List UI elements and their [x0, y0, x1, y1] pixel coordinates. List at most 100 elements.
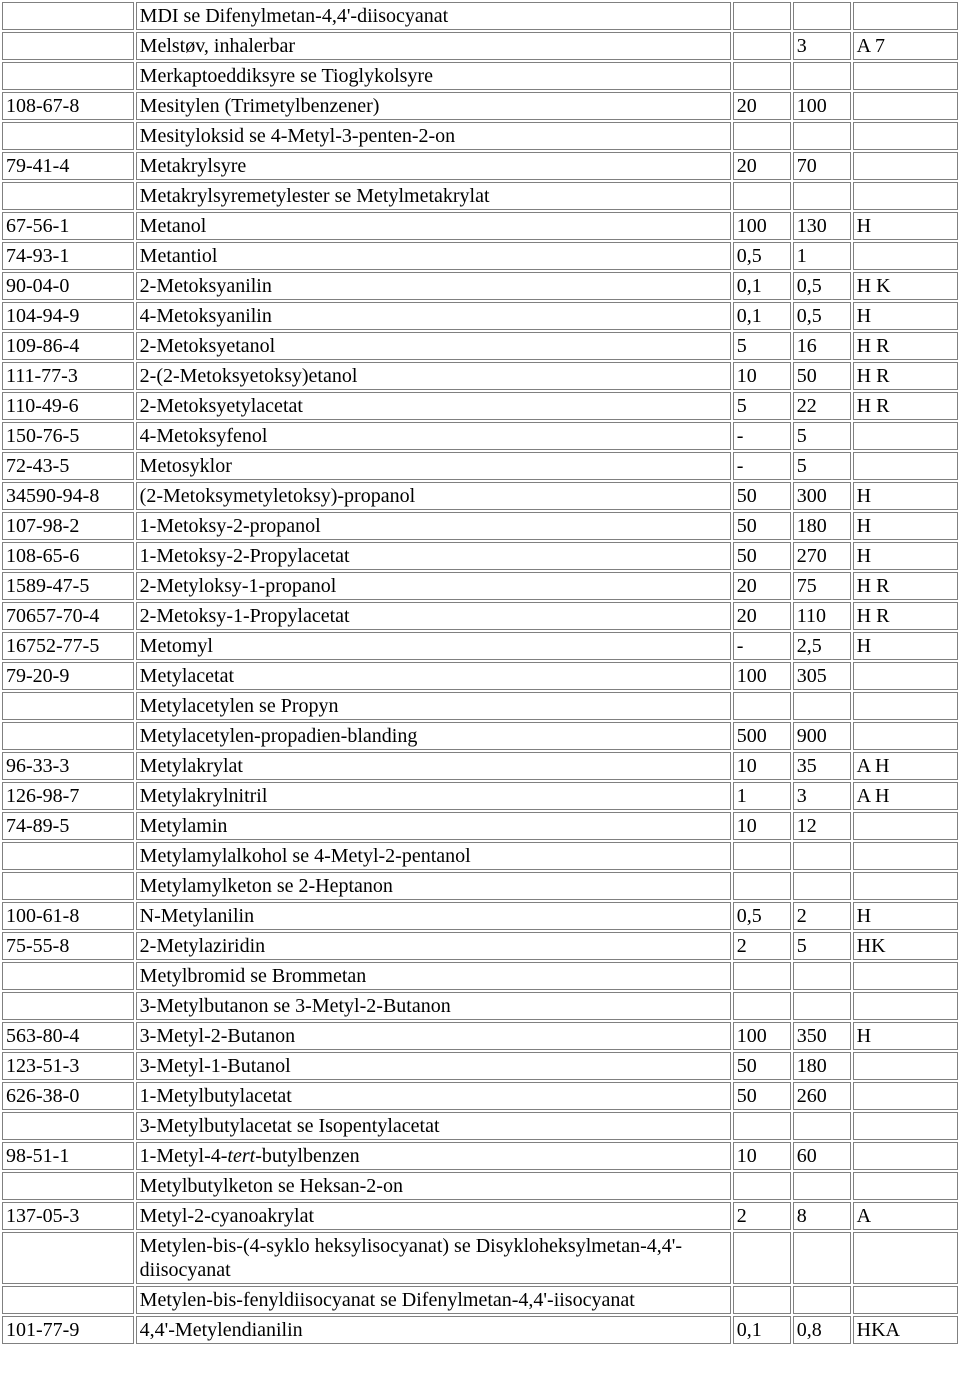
cell-v2: 16 [793, 332, 851, 360]
cell-v2: 5 [793, 422, 851, 450]
cell-v2 [793, 1286, 851, 1314]
cell-name: 2-Metoksyetanol [136, 332, 731, 360]
cell-name: 2-Metyloksy-1-propanol [136, 572, 731, 600]
cell-note [853, 1142, 958, 1170]
cell-v2 [793, 2, 851, 30]
cell-name: 1-Metoksy-2-Propylacetat [136, 542, 731, 570]
table-row: 104-94-94-Metoksyanilin0,10,5H [2, 302, 958, 330]
cell-note: H R [853, 392, 958, 420]
table-row: 150-76-54-Metoksyfenol-5 [2, 422, 958, 450]
cell-cas [2, 842, 134, 870]
table-row: 563-80-43-Metyl-2-Butanon100350H [2, 1022, 958, 1050]
cell-cas: 16752-77-5 [2, 632, 134, 660]
cell-v1: 20 [733, 572, 791, 600]
cell-cas: 100-61-8 [2, 902, 134, 930]
cell-v1: 50 [733, 512, 791, 540]
cell-note [853, 1082, 958, 1110]
cell-v1: 20 [733, 602, 791, 630]
cell-note: H [853, 512, 958, 540]
cell-v1: - [733, 422, 791, 450]
cell-cas: 72-43-5 [2, 452, 134, 480]
cell-cas [2, 32, 134, 60]
cell-note [853, 992, 958, 1020]
cell-cas: 104-94-9 [2, 302, 134, 330]
cell-v2: 130 [793, 212, 851, 240]
table-row: 100-61-8N-Metylanilin0,52H [2, 902, 958, 930]
table-row: 16752-77-5Metomyl-2,5H [2, 632, 958, 660]
table-row: 1589-47-52-Metyloksy-1-propanol2075H R [2, 572, 958, 600]
cell-note: A H [853, 782, 958, 810]
cell-v1: 0,1 [733, 272, 791, 300]
table-row: 79-41-4Metakrylsyre2070 [2, 152, 958, 180]
table-body: MDI se Difenylmetan-4,4'-diisocyanatMels… [2, 2, 958, 1344]
cell-name: 4-Metoksyfenol [136, 422, 731, 450]
cell-v2: 22 [793, 392, 851, 420]
cell-name: Metylacetat [136, 662, 731, 690]
cell-v2 [793, 872, 851, 900]
cell-name: Metylamin [136, 812, 731, 840]
cell-note [853, 2, 958, 30]
cell-note [853, 92, 958, 120]
cell-name: Metakrylsyre [136, 152, 731, 180]
cell-name: 4-Metoksyanilin [136, 302, 731, 330]
table-row: 137-05-3Metyl-2-cyanoakrylat28A [2, 1202, 958, 1230]
table-row: Metakrylsyremetylester se Metylmetakryla… [2, 182, 958, 210]
cell-name: Metakrylsyremetylester se Metylmetakryla… [136, 182, 731, 210]
cell-v2: 305 [793, 662, 851, 690]
table-row: Mesityloksid se 4-Metyl-3-penten-2-on [2, 122, 958, 150]
cell-note [853, 722, 958, 750]
cell-v1 [733, 62, 791, 90]
cell-name: Metylakrylnitril [136, 782, 731, 810]
cell-v1: 0,1 [733, 1316, 791, 1344]
cell-note: H [853, 1022, 958, 1050]
cell-name: Metantiol [136, 242, 731, 270]
table-row: 126-98-7Metylakrylnitril13A H [2, 782, 958, 810]
cell-note [853, 1232, 958, 1284]
cell-v1 [733, 1112, 791, 1140]
cell-note: H K [853, 272, 958, 300]
cell-cas: 74-89-5 [2, 812, 134, 840]
cell-v2: 8 [793, 1202, 851, 1230]
cell-v1: 50 [733, 1052, 791, 1080]
table-row: Metylacetylen-propadien-blanding500900 [2, 722, 958, 750]
cell-v1 [733, 182, 791, 210]
cell-v1: 50 [733, 482, 791, 510]
cell-note: H [853, 902, 958, 930]
cell-name: Metylbromid se Brommetan [136, 962, 731, 990]
table-row: 3-Metylbutanon se 3-Metyl-2-Butanon [2, 992, 958, 1020]
cell-v2: 350 [793, 1022, 851, 1050]
cell-v2: 0,5 [793, 272, 851, 300]
cell-cas: 96-33-3 [2, 752, 134, 780]
cell-v1: 10 [733, 752, 791, 780]
cell-note [853, 182, 958, 210]
cell-cas: 34590-94-8 [2, 482, 134, 510]
cell-cas: 109-86-4 [2, 332, 134, 360]
cell-name: 1-Metylbutylacetat [136, 1082, 731, 1110]
cell-cas [2, 722, 134, 750]
cell-v2: 2,5 [793, 632, 851, 660]
table-row: 74-89-5Metylamin1012 [2, 812, 958, 840]
cell-note: H R [853, 332, 958, 360]
cell-cas [2, 1286, 134, 1314]
cell-v1 [733, 1286, 791, 1314]
table-row: 3-Metylbutylacetat se Isopentylacetat [2, 1112, 958, 1140]
cell-cas: 79-20-9 [2, 662, 134, 690]
cell-name: (2-Metoksymetyletoksy)-propanol [136, 482, 731, 510]
table-row: 74-93-1Metantiol0,51 [2, 242, 958, 270]
cell-v2: 0,8 [793, 1316, 851, 1344]
cell-cas [2, 1232, 134, 1284]
cell-v2 [793, 842, 851, 870]
cell-name: Merkaptoeddiksyre se Tioglykolsyre [136, 62, 731, 90]
cell-name: Metylacetylen-propadien-blanding [136, 722, 731, 750]
cell-name: Mesityloksid se 4-Metyl-3-penten-2-on [136, 122, 731, 150]
cell-note [853, 62, 958, 90]
table-row: 72-43-5Metosyklor-5 [2, 452, 958, 480]
cell-v2 [793, 1232, 851, 1284]
table-row: Metylamylalkohol se 4-Metyl-2-pentanol [2, 842, 958, 870]
cell-note [853, 152, 958, 180]
table-row: Merkaptoeddiksyre se Tioglykolsyre [2, 62, 958, 90]
cell-v2: 0,5 [793, 302, 851, 330]
cell-cas [2, 62, 134, 90]
cell-cas [2, 1112, 134, 1140]
cell-v1: 0,5 [733, 242, 791, 270]
